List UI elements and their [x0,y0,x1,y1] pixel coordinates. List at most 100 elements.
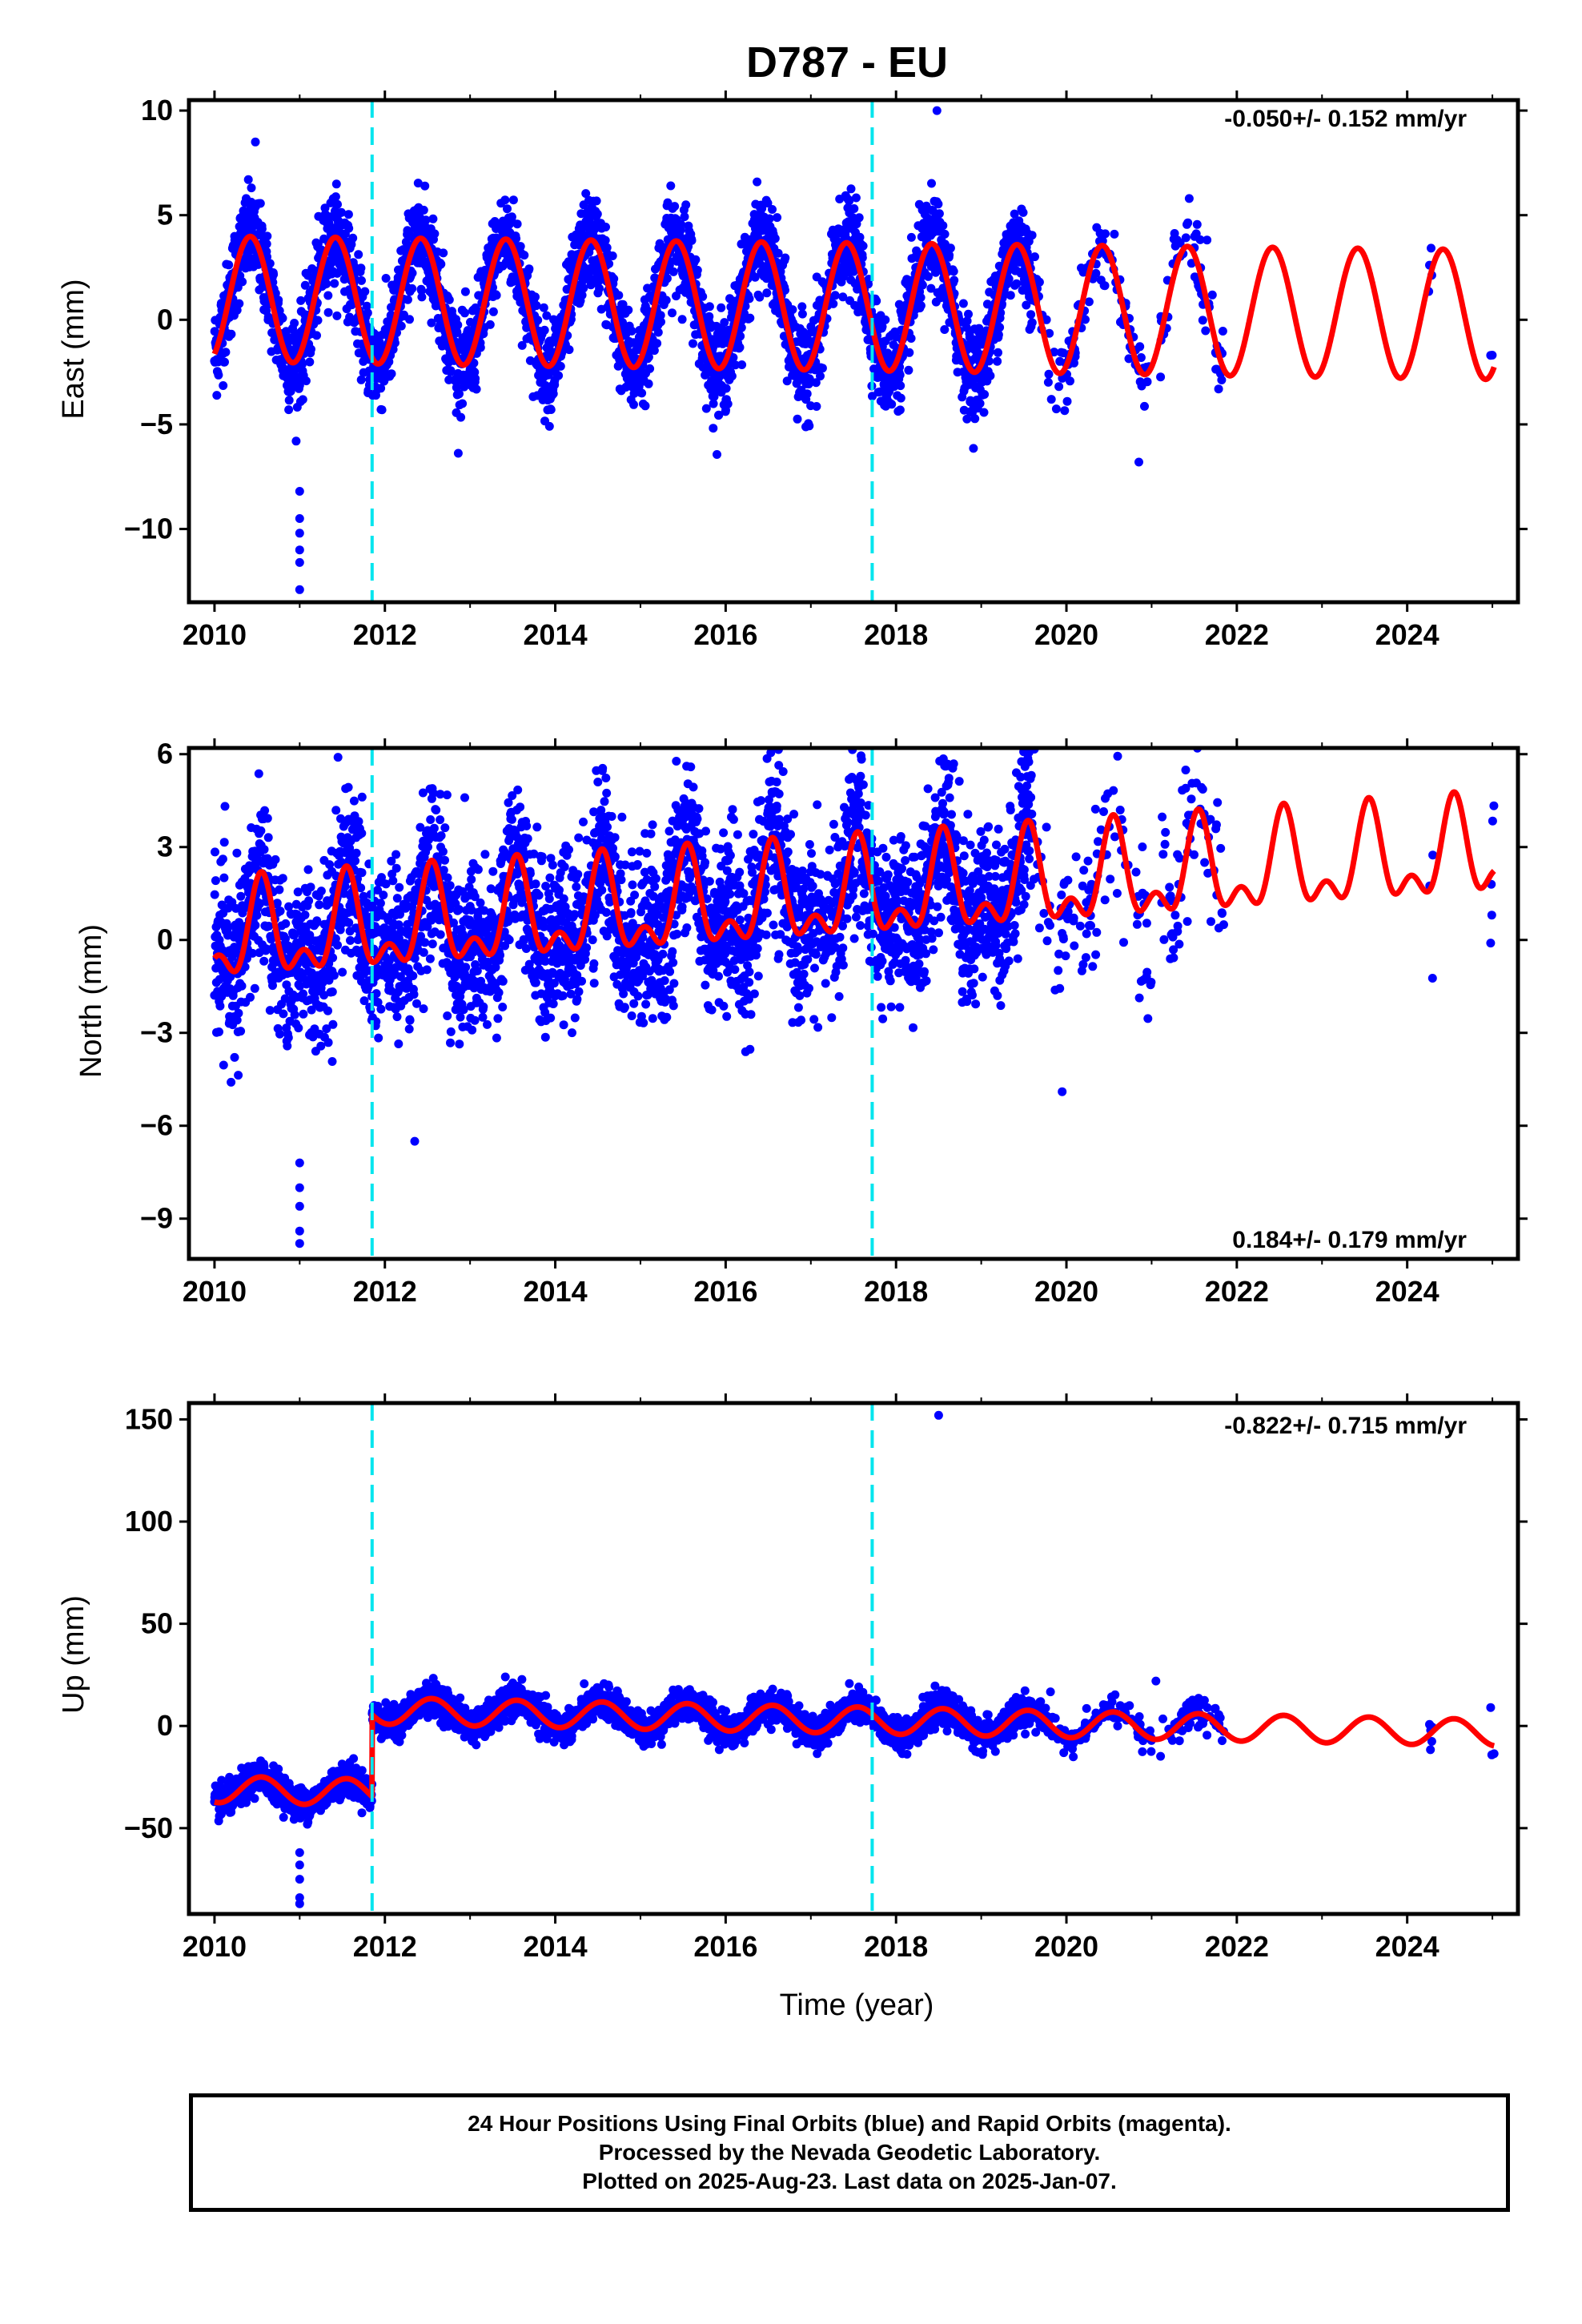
east-data-point [652,339,662,348]
east-data-point [470,368,480,377]
north-data-point [445,881,455,891]
north-data-point [220,802,230,811]
east-data-point [500,195,510,205]
east-data-point [307,344,315,354]
east-data-point [377,405,387,415]
east-data-point [670,202,680,211]
east-data-point [698,292,708,301]
east-data-point [460,287,470,296]
north-data-point [346,935,355,945]
north-data-point [438,846,448,856]
east-data-point [1427,243,1435,253]
east-data-point [980,390,990,399]
north-data-point [232,848,242,858]
x-tick-label: 2024 [1375,618,1439,651]
east-data-point [849,204,859,213]
east-outlier-point [295,585,304,594]
east-data-point [387,369,396,379]
east-data-point [906,334,916,343]
east-data-point [444,295,454,304]
east-data-point [656,317,665,327]
east-data-point [995,323,1005,332]
north-data-point [338,967,347,977]
north-data-point [419,947,428,957]
east-data-point [1060,406,1070,416]
north-data-point [328,953,338,963]
north-data-point [470,1015,480,1025]
east-data-point [770,234,780,243]
east-panel: 2010 2012 2014 2016 2018 2020 2022 2024 −10−505… [57,90,1528,651]
north-data-point [236,891,246,901]
east-data-point [993,356,1002,366]
north-data-point [456,1012,465,1022]
north-data-point [440,823,450,833]
north-data-point [351,848,361,858]
east-data-point [723,399,733,408]
north-data-point [468,1025,477,1035]
north-data-point [432,806,441,814]
east-data-point [1046,395,1056,404]
east-data-point [413,179,423,188]
north-data-point [374,1033,383,1043]
north-data-point [316,887,326,896]
east-data-point [219,381,228,390]
east-data-point [1207,290,1217,300]
east-data-point [645,364,655,373]
east-data-point [1192,219,1202,229]
y-tick-label: −10 [124,513,173,545]
east-data-point [830,291,840,300]
east-data-point [381,274,391,283]
x-tick-label: 2022 [1205,618,1269,651]
east-data-point [788,305,797,315]
north-data-point [275,907,285,916]
east-data-point [408,283,417,293]
north-data-point [275,885,284,895]
north-data-point [210,890,219,899]
east-data-point [296,296,306,305]
east-data-point [950,275,959,285]
north-data-point [251,920,260,930]
north-data-point [219,873,229,883]
east-data-point [1018,207,1028,217]
east-data-point [343,210,353,219]
figure-title: D787 - EU [746,38,948,86]
east-data-point [220,357,229,367]
north-data-point [424,842,432,852]
east-data-point [797,309,807,319]
north-data-point [357,792,367,802]
north-data-point [483,1019,492,1029]
east-outlier-point [1486,351,1496,360]
east-data-point [265,259,275,268]
north-data-point [237,981,247,991]
north-data-point [425,954,435,963]
east-data-point [1183,218,1193,227]
north-data-point [283,1041,292,1051]
north-data-point [392,1012,402,1022]
east-data-point [677,219,686,229]
east-data-point [680,212,689,222]
east-data-point [693,265,702,275]
east-data-point [906,232,916,242]
east-data-point [356,375,366,384]
y-tick-label: 0 [157,303,173,336]
east-data-point [595,283,604,293]
east-data-point [485,320,495,329]
east-data-point [320,203,330,213]
east-data-point [940,325,950,334]
east-data-point [765,214,774,223]
east-data-point [1043,377,1053,387]
east-data-point [666,181,676,191]
east-data-point [958,299,968,308]
east-data-point [717,303,726,312]
east-data-point [975,399,985,408]
y-tick-label: 5 [157,199,173,231]
north-data-point [211,847,219,857]
east-data-point [452,328,462,337]
north-data-point [446,1038,455,1047]
north-data-point [236,1027,246,1036]
east-data-point [503,204,512,214]
east-data-point [247,183,256,193]
east-data-point [305,357,315,367]
east-data-point [419,205,428,215]
east-data-point [436,259,446,269]
